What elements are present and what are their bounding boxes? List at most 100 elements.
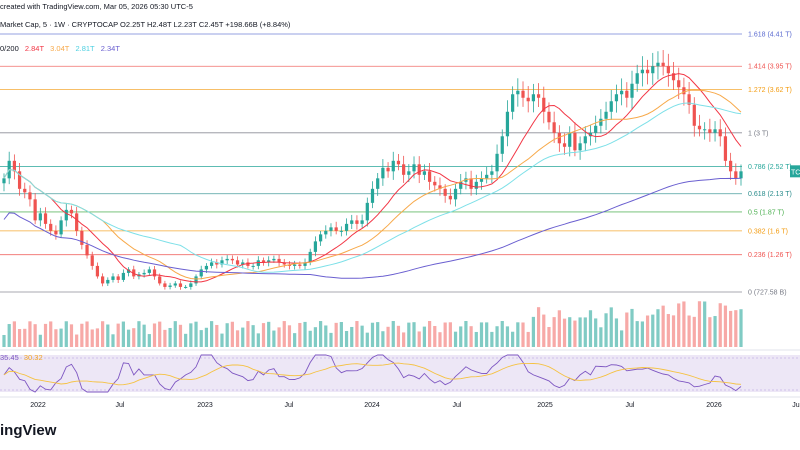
x-tick-label: 2024 (364, 402, 380, 409)
candle-body (168, 285, 172, 287)
volume-bar (38, 334, 42, 347)
x-tick-label: 2026 (706, 402, 722, 409)
candle-body (516, 90, 520, 95)
ma200-line (3, 177, 742, 279)
candle-body (505, 111, 510, 137)
volume-bar (526, 331, 530, 347)
candle-body (479, 178, 484, 182)
volume-bar (505, 326, 510, 347)
volume-bar (614, 318, 619, 347)
volume-bar (734, 310, 738, 347)
candle-body (111, 276, 115, 280)
fib-label-8: 0.236 (1.26 T) (748, 252, 792, 259)
tradingview-logo: ingView (0, 422, 57, 439)
volume-bar (80, 323, 84, 347)
ma100-value: 2.81T (75, 44, 95, 53)
volume-bar (69, 324, 74, 347)
volume-bar (43, 323, 48, 347)
volume-bar (64, 321, 68, 347)
candle-body (251, 265, 255, 267)
candle-body (677, 80, 681, 88)
volume-bar (396, 325, 401, 347)
volume-bar (625, 312, 629, 347)
candle-body (28, 192, 32, 200)
candle-body (422, 171, 427, 175)
candle-body (12, 160, 16, 172)
volume-bar (620, 330, 624, 347)
candle-body (552, 122, 556, 133)
candle-body (474, 181, 478, 189)
volume-bar (640, 321, 644, 347)
volume-bar (308, 330, 312, 347)
candle-body (178, 283, 183, 287)
candle-body (547, 111, 551, 123)
volume-bar (562, 318, 567, 347)
candle-body (142, 272, 146, 275)
volume-bar (251, 325, 255, 347)
candle-body (334, 227, 338, 231)
volume-bar (490, 331, 494, 347)
fib-label-7: 0.382 (1.6 T) (748, 228, 788, 235)
candle-body (298, 264, 302, 266)
candle-body (459, 181, 463, 189)
candle-body (381, 167, 385, 179)
fib-label-1: 1.414 (3.95 T) (748, 64, 792, 71)
candle-body (246, 262, 250, 266)
volume-bar (116, 323, 120, 347)
volume-bar (381, 331, 385, 347)
x-tick-label: Ju (792, 402, 800, 409)
source-line: created with TradingView.com, Mar 05, 20… (0, 2, 193, 11)
volume-bar (49, 321, 53, 347)
candle-body (33, 199, 37, 221)
volume-bar (474, 331, 478, 347)
candle-body (656, 62, 660, 67)
volume-bar (189, 323, 193, 347)
volume-bar (417, 331, 421, 347)
rsi-value: 35.45 (0, 353, 19, 362)
x-tick-label: Jul (116, 402, 125, 409)
volume-bar (412, 322, 416, 347)
candle-body (682, 87, 686, 95)
candle-body (256, 260, 260, 266)
volume-bar (588, 310, 593, 347)
candle-body (661, 62, 665, 67)
candle-body (101, 276, 105, 284)
candle-body (417, 164, 421, 175)
candle-body (718, 129, 722, 137)
volume-bar (557, 310, 561, 347)
volume-bar (511, 331, 515, 347)
volume-bar (75, 334, 79, 347)
fib-label-9: 0 (727.58 B) (748, 290, 787, 297)
candle-body (293, 264, 297, 266)
candle-body (443, 188, 447, 196)
candle-body (391, 160, 395, 172)
volume-bar (645, 315, 650, 347)
candle-body (557, 132, 561, 144)
candle-body (85, 244, 89, 256)
candle-body (588, 132, 593, 137)
volume-bar (500, 321, 504, 347)
volume-bar (111, 334, 115, 347)
volume-bar (241, 327, 245, 347)
candle-body (241, 262, 245, 265)
volume-bar (33, 324, 37, 347)
candle-body (2, 178, 6, 184)
volume-bar (287, 325, 292, 347)
candle-body (272, 258, 276, 261)
volume-bar (147, 334, 151, 347)
volume-bar (739, 309, 743, 347)
volume-bar (464, 321, 468, 347)
candle-body (734, 171, 738, 179)
candle-body (666, 66, 670, 74)
volume-bar (184, 333, 188, 347)
candle-body (132, 269, 136, 277)
volume-bar (697, 301, 702, 347)
volume-bar (350, 326, 354, 347)
candle-body (38, 213, 42, 221)
candle-body (583, 136, 587, 144)
candle-body (729, 160, 733, 172)
candle-body (95, 265, 100, 277)
ma-legend-label: 0/200 (0, 44, 19, 53)
candle-body (204, 265, 209, 270)
volume-bar (137, 321, 141, 347)
